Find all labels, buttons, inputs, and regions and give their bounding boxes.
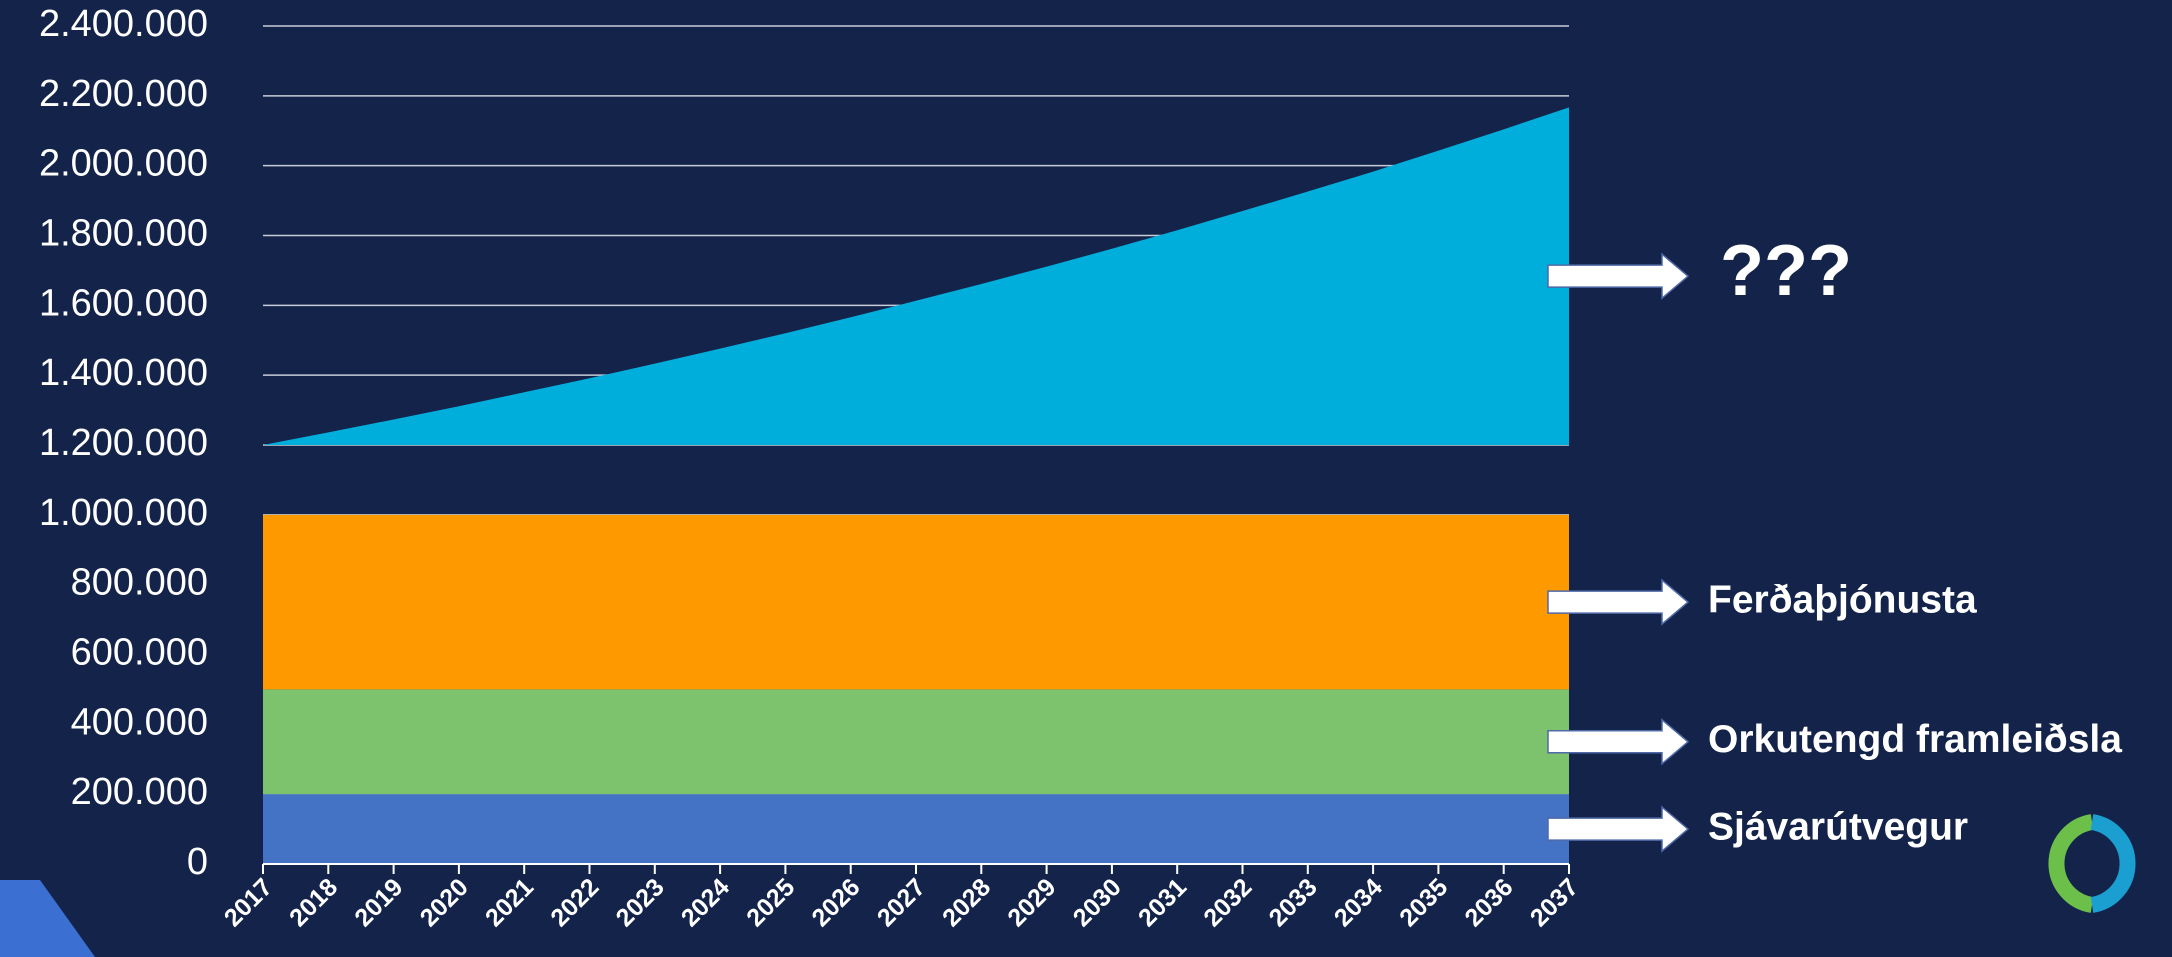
area [263, 794, 1569, 864]
x-tick-label: 2022 [545, 873, 604, 932]
corner-decoration [0, 880, 95, 957]
arrow [1547, 718, 1690, 766]
x-tick-label: 2026 [806, 873, 865, 932]
series-label: Ferðaþjónusta [1708, 578, 1977, 621]
x-tick-label: 2037 [1525, 873, 1584, 932]
series-label: Sjávarútvegur [1708, 805, 1968, 848]
area [263, 689, 1569, 795]
series-label: ??? [1720, 231, 1852, 311]
y-tick-label: 1.000.000 [39, 492, 208, 534]
x-tick-label: 2025 [741, 873, 800, 932]
y-tick-label: 200.000 [71, 771, 208, 813]
x-tick-label: 2029 [1002, 873, 1061, 932]
x-tick-label: 2031 [1133, 873, 1192, 932]
x-tick-label: 2023 [611, 873, 670, 932]
x-tick-label: 2033 [1264, 873, 1323, 932]
series-label: Orkutengd framleiðsla [1708, 718, 2122, 761]
y-tick-label: 400.000 [71, 701, 208, 743]
y-tick-label: 1.600.000 [39, 282, 208, 324]
y-tick-label: 2.200.000 [39, 73, 208, 115]
x-tick-label: 2024 [676, 873, 735, 932]
x-tick-label: 2027 [872, 873, 931, 932]
y-tick-label: 1.400.000 [39, 352, 208, 394]
y-tick-label: 1.800.000 [39, 213, 208, 255]
x-tick-label: 2019 [349, 873, 408, 932]
y-tick-label: 0 [187, 841, 208, 883]
area [263, 514, 1569, 690]
x-tick-label: 2035 [1394, 873, 1453, 932]
area [263, 107, 1569, 445]
y-tick-label: 2.400.000 [39, 3, 208, 45]
x-tick-label: 2020 [415, 873, 474, 932]
x-tick-label: 2030 [1068, 873, 1127, 932]
y-tick-label: 1.200.000 [39, 422, 208, 464]
arrow [1547, 805, 1690, 853]
x-tick-label: 2036 [1459, 873, 1518, 932]
x-tick-label: 2018 [284, 873, 343, 932]
x-tick-label: 2028 [937, 873, 996, 932]
arrow [1547, 252, 1690, 300]
x-tick-label: 2021 [480, 873, 539, 932]
logo [2048, 814, 2136, 913]
arrow [1547, 578, 1690, 626]
x-tick-label: 2017 [219, 873, 278, 932]
x-tick-label: 2032 [1198, 873, 1257, 932]
x-tick-label: 2034 [1329, 873, 1388, 932]
y-tick-label: 600.000 [71, 632, 208, 674]
y-tick-label: 2.000.000 [39, 143, 208, 185]
y-tick-label: 800.000 [71, 562, 208, 604]
